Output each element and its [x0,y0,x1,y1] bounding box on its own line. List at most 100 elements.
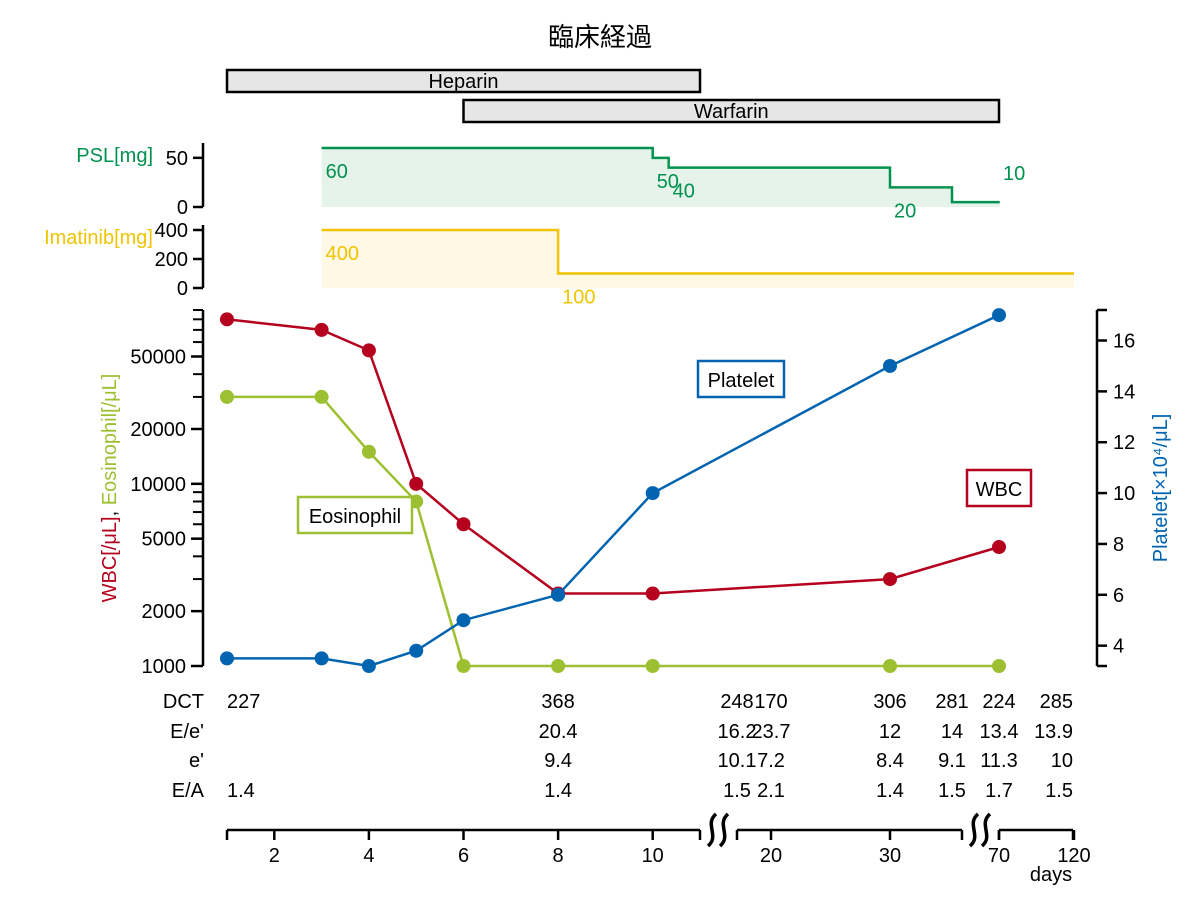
x-axis-tick-label: 6 [458,845,469,867]
echo-row-label: DCT [163,691,204,713]
treatment-bars: Heparin Warfarin [225,68,1001,124]
data-point-wbc [220,312,234,327]
right-axis-tick-label: 14 [1113,381,1135,403]
data-point-eosinophil [992,659,1006,673]
left-axis-label-part: WBC[/μL] [99,516,121,602]
data-point-eosinophil [220,389,234,404]
echo-cell: 1.5 [1045,780,1073,802]
echo-cell: 1.7 [985,780,1013,802]
echo-cell: 248 [720,691,753,713]
imatinib-dose-label: 100 [562,287,595,309]
echo-cell: 8.4 [876,750,904,772]
psl-tick-label: 0 [177,197,188,219]
left-axis-label: WBC[/μL], Eosinophil[/μL] [99,374,121,603]
echo-row-label: e' [189,750,204,772]
echo-cell: 285 [1040,691,1073,713]
x-axis-label: days [1030,864,1072,886]
left-axis-tick-label: 50000 [130,347,186,369]
echo-cell: 2.1 [757,780,785,802]
left-axis-tick-label: 2000 [142,601,187,623]
x-axis-tick-label: 8 [553,845,564,867]
x-axis-tick-label: 120 [1057,845,1090,867]
echo-cell: 170 [754,691,787,713]
x-axis-tick-label: 20 [760,845,782,867]
data-point-wbc [883,572,897,587]
data-point-eosinophil [456,659,471,673]
data-point-wbc [456,517,471,532]
data-point-platelet [361,659,376,673]
left-axis-label-part: Eosinophil[/μL] [99,374,121,506]
data-point-platelet [456,613,471,628]
echo-cell: 9.4 [544,750,572,772]
left-axis-tick-label: 10000 [130,474,186,496]
psl-dose-label: 20 [894,200,916,222]
data-point-eosinophil [361,444,376,459]
right-axis-tick-label: 4 [1113,636,1124,658]
psl-dose-label: 10 [1003,163,1025,185]
imatinib-area [321,230,1075,288]
echo-cell: 1.4 [227,780,255,802]
series-label-box-eosinophil [296,495,414,535]
imatinib-axis-label: Imatinib[mg] [44,227,153,249]
psl-dose-label: 40 [673,181,695,203]
right-axis-tick-label: 8 [1113,534,1124,556]
data-point-wbc [409,476,424,491]
echo-row-label: E/e' [170,721,204,743]
echo-cell: 12 [879,721,901,743]
data-point-platelet [883,358,897,373]
echo-cell: 11.3 [980,750,1017,772]
echo-cell: 13.9 [1034,721,1073,743]
echo-cell: 306 [873,691,906,713]
series-label-box-wbc [965,468,1033,508]
data-point-wbc [645,586,660,601]
echo-cell: 13.4 [980,721,1019,743]
echo-cell: 20.4 [539,721,578,743]
psl-area [321,148,1000,207]
echo-cell: 368 [541,691,574,713]
left-axis-label-part: , [99,505,121,516]
echo-cell: 10.1 [718,750,757,772]
right-axis-tick-label: 6 [1113,585,1124,607]
series-label-wbc: WBC [976,479,1023,501]
right-axis-tick-label: 16 [1113,331,1135,353]
left-axis-tick-label: 20000 [130,419,186,441]
right-axis-tick-label: 12 [1113,432,1135,454]
x-axis-tick-label: 70 [988,845,1010,867]
lab-values-panel: 1000 2000 5000 10000 20000 50000 WBC[/μL], Eos… [99,308,1172,678]
echo-cell: 14 [941,721,963,743]
series-line-platelet [227,313,1000,668]
echo-cell: 1.5 [723,780,751,802]
echo-cell: 227 [227,691,260,713]
data-point-eosinophil [314,389,329,404]
series-label-box-platelet [696,359,786,399]
imatinib-line [321,228,1074,275]
data-point-eosinophil [883,659,897,673]
x-axis-tick-label: 30 [879,845,901,867]
echo-cell: 23.7 [752,721,791,743]
x-axis-tick-label: 10 [642,845,664,867]
echo-cell: 224 [982,691,1015,713]
treatment-bar-warfarin [462,98,1001,124]
echo-cell: 1.4 [544,780,572,802]
imatinib-tick-label: 200 [155,249,188,271]
data-point-wbc [314,322,329,337]
data-point-platelet [314,651,329,666]
data-point-platelet [992,308,1006,323]
data-point-wbc [361,343,376,358]
data-point-platelet [551,587,566,602]
left-axis-tick-label: 1000 [142,656,187,678]
data-point-platelet [220,651,234,666]
x-axis-break-mark [980,812,992,848]
echo-cell: 1.5 [938,780,966,802]
psl-line [321,146,1000,204]
x-axis-break-mark [718,812,730,848]
psl-tick-label: 50 [166,148,188,170]
echo-cell: 9.1 [938,750,966,772]
echo-cell: 7.2 [757,750,785,772]
right-axis-label: Platelet[×10⁴/μL] [1150,414,1172,563]
x-axis-break-mark [968,812,980,848]
data-point-platelet [645,486,660,501]
data-point-eosinophil [551,659,566,673]
